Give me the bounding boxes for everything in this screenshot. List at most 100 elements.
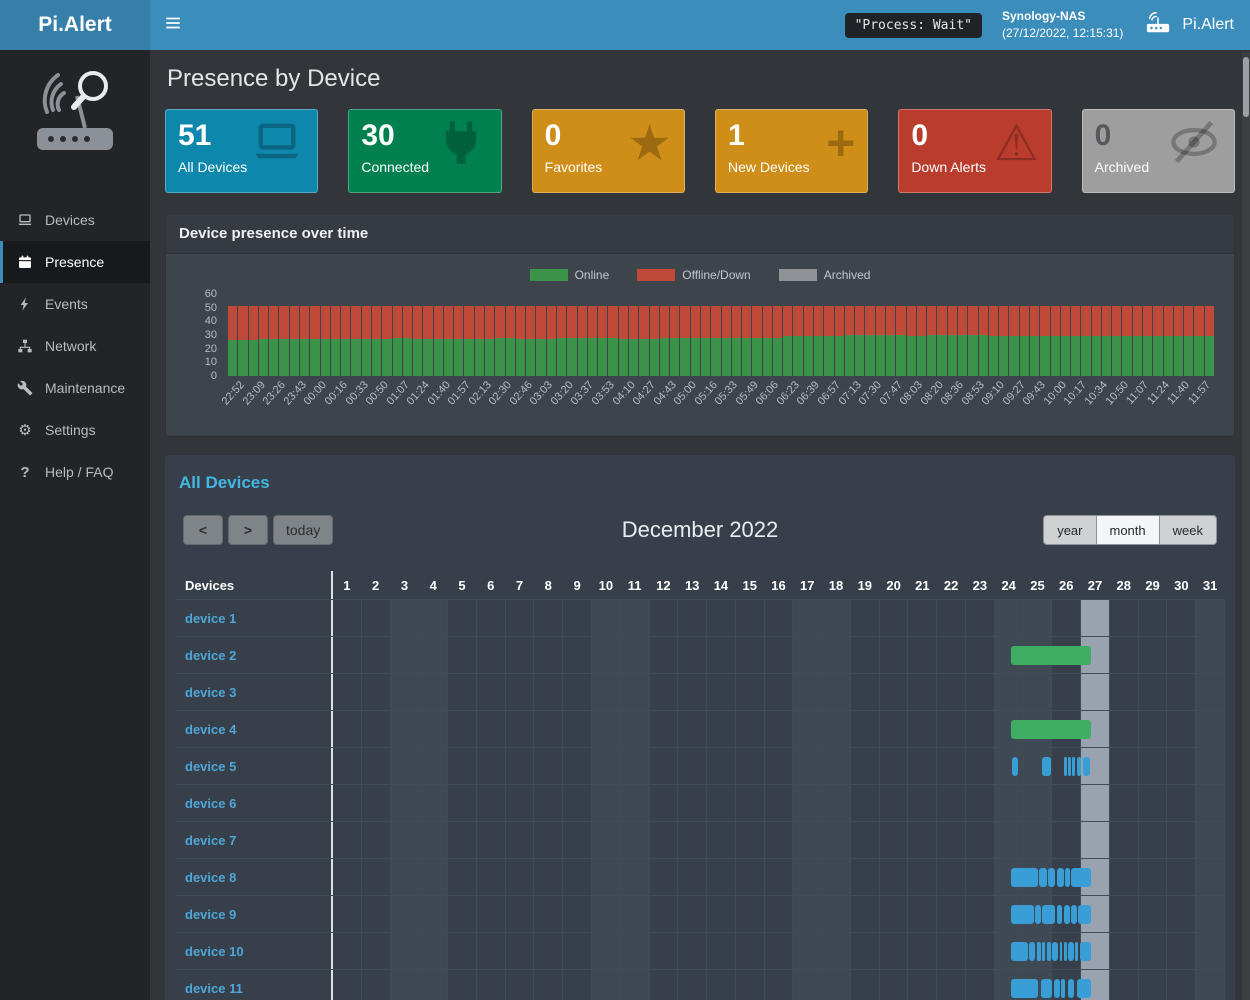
day-cell-20 xyxy=(880,711,909,747)
device-timeline xyxy=(333,970,1225,1000)
day-cell-15 xyxy=(736,600,765,636)
x-tick-label: 23:26 xyxy=(260,379,289,408)
day-cell-17 xyxy=(793,785,823,821)
next-button[interactable]: > xyxy=(228,515,268,545)
day-cell-18 xyxy=(822,859,851,895)
day-cell-5 xyxy=(448,822,477,858)
sidebar-item-label: Devices xyxy=(45,212,95,228)
day-header-29: 29 xyxy=(1145,577,1160,593)
day-cell-21 xyxy=(908,674,938,710)
view-year-button[interactable]: year xyxy=(1043,515,1097,545)
device-link-device-2[interactable]: device 2 xyxy=(185,647,237,663)
presence-bar xyxy=(1056,868,1064,887)
day-cell-21 xyxy=(908,933,938,969)
legend-item-online: Online xyxy=(529,268,609,282)
day-cell-3 xyxy=(390,748,420,784)
scrollbar[interactable] xyxy=(1242,52,1250,1000)
sidebar-item-settings[interactable]: ⚙ Settings xyxy=(0,409,150,451)
x-tick-label: 09:43 xyxy=(1020,379,1049,408)
view-week-button[interactable]: week xyxy=(1158,515,1217,545)
chart-bar xyxy=(649,294,659,376)
device-label-cell: device 1 xyxy=(175,600,333,636)
day-cell-27 xyxy=(1081,600,1110,636)
device-link-device-8[interactable]: device 8 xyxy=(185,869,237,885)
info-box-favorites[interactable]: 0 Favorites ★ xyxy=(531,109,685,193)
view-month-button[interactable]: month xyxy=(1095,515,1160,545)
chart-bar xyxy=(772,294,783,376)
day-cell-15 xyxy=(736,933,765,969)
day-cell-10 xyxy=(591,970,621,1000)
chart-bar xyxy=(443,294,454,376)
info-box-down-alerts[interactable]: 0 Down Alerts ⚠ xyxy=(898,109,1052,193)
device-link-device-3[interactable]: device 3 xyxy=(185,684,237,700)
sidebar-item-help-faq[interactable]: ? Help / FAQ xyxy=(0,451,150,493)
device-link-device-10[interactable]: device 10 xyxy=(185,943,244,959)
chart-bar xyxy=(1060,294,1071,376)
legend-label: Offline/Down xyxy=(682,268,751,282)
day-cell-7 xyxy=(506,933,535,969)
sidebar-item-devices[interactable]: Devices xyxy=(0,199,150,241)
day-cell-2 xyxy=(362,748,391,784)
sidebar-item-events[interactable]: Events xyxy=(0,283,150,325)
day-cell-11 xyxy=(620,637,650,673)
info-box-new-devices[interactable]: 1 New Devices + xyxy=(714,109,869,193)
scrollbar-thumb[interactable] xyxy=(1243,57,1249,117)
chart-bar xyxy=(680,294,690,376)
day-cell-8 xyxy=(534,637,564,673)
x-tick-label: 11:40 xyxy=(1165,379,1193,407)
device-link-device-9[interactable]: device 9 xyxy=(185,906,237,922)
day-cell-17 xyxy=(793,748,823,784)
day-cell-28 xyxy=(1110,896,1139,932)
device-link-device-7[interactable]: device 7 xyxy=(185,832,237,848)
device-label-cell: device 6 xyxy=(175,785,333,821)
chart-bar xyxy=(485,294,495,376)
chart-bar xyxy=(351,294,361,376)
info-box-archived[interactable]: 0 Archived xyxy=(1081,109,1235,193)
day-cell-11 xyxy=(620,933,650,969)
sidebar-toggle-button[interactable] xyxy=(150,0,196,50)
device-link-device-1[interactable]: device 1 xyxy=(185,610,237,626)
day-cell-1 xyxy=(333,896,362,932)
app-logo[interactable]: Pi.Alert xyxy=(0,0,150,50)
sidebar-item-network[interactable]: Network xyxy=(0,325,150,367)
day-cell-4 xyxy=(419,970,449,1000)
device-row: device 2 xyxy=(175,636,1225,673)
day-cell-28 xyxy=(1110,711,1139,747)
day-cell-29 xyxy=(1139,600,1168,636)
presence-bar xyxy=(1042,905,1056,924)
day-cell-1 xyxy=(333,674,362,710)
day-header-20: 20 xyxy=(886,577,901,593)
today-button[interactable]: today xyxy=(273,515,334,545)
day-cell-1 xyxy=(333,970,362,1000)
question-icon: ? xyxy=(20,463,30,481)
device-label-cell: device 7 xyxy=(175,822,333,858)
presence-bar xyxy=(1063,905,1070,924)
info-box-all-devices[interactable]: 51 All Devices xyxy=(165,109,319,193)
day-cell-30 xyxy=(1167,970,1197,1000)
chart-bar xyxy=(608,294,618,376)
day-cell-5 xyxy=(448,711,477,747)
prev-button[interactable]: < xyxy=(183,515,223,545)
chart-bar xyxy=(320,294,330,376)
day-cell-12 xyxy=(650,970,679,1000)
sidebar-item-maintenance[interactable]: Maintenance xyxy=(0,367,150,409)
day-cell-17 xyxy=(793,600,823,636)
day-cell-29 xyxy=(1139,859,1168,895)
day-cell-6 xyxy=(477,822,506,858)
device-link-device-5[interactable]: device 5 xyxy=(185,758,237,774)
sidebar: Devices Presence Events Network Maintenance ⚙… xyxy=(0,50,150,1000)
day-cell-8 xyxy=(534,970,564,1000)
day-cell-23 xyxy=(966,859,995,895)
device-link-device-4[interactable]: device 4 xyxy=(185,721,237,737)
sidebar-item-presence[interactable]: Presence xyxy=(0,241,150,283)
bolt-icon xyxy=(16,296,34,312)
chart-bar xyxy=(947,294,957,376)
info-box-connected[interactable]: 30 Connected xyxy=(348,109,502,193)
chart-bar xyxy=(896,294,906,376)
device-link-device-11[interactable]: device 11 xyxy=(185,980,243,996)
device-link-device-6[interactable]: device 6 xyxy=(185,795,237,811)
day-cell-3 xyxy=(390,674,420,710)
day-cell-29 xyxy=(1139,674,1168,710)
presence-bar xyxy=(1063,942,1067,961)
header-brand[interactable]: Pi.Alert xyxy=(1143,10,1234,41)
